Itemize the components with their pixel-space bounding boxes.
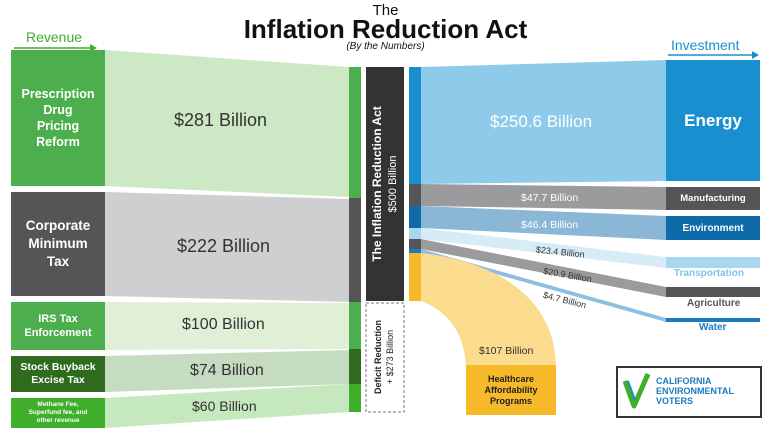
bar-stock bbox=[349, 349, 361, 384]
flow-corporate bbox=[105, 192, 349, 302]
dest-environment: Environment bbox=[666, 216, 760, 240]
amount-energy: $250.6 Billion bbox=[490, 112, 593, 131]
deficit-amount: + $273 Billion bbox=[385, 330, 395, 384]
flow-other bbox=[105, 384, 349, 428]
amount-other: $60 Billion bbox=[192, 398, 257, 414]
source-stock-label: Stock Buyback Excise Tax bbox=[20, 361, 96, 386]
flow-irs bbox=[105, 302, 349, 350]
amount-environment: $46.4 Billion bbox=[521, 219, 579, 231]
flow-energy bbox=[421, 60, 666, 184]
dest-healthcare: Healthcare Affordability Programs bbox=[466, 365, 556, 415]
bar-irs bbox=[349, 302, 361, 349]
dest-environment-label: Environment bbox=[682, 222, 744, 234]
amount-corporate: $222 Billion bbox=[177, 236, 271, 256]
bar-corporate bbox=[349, 198, 361, 302]
header-the: The bbox=[372, 2, 399, 19]
out-energy-bar bbox=[409, 67, 421, 184]
revenue-legend: Revenue bbox=[26, 29, 83, 45]
investment-legend: Investment bbox=[671, 37, 740, 53]
check-icon bbox=[622, 372, 651, 409]
dest-transportation-box bbox=[666, 257, 760, 268]
dest-energy-label: Energy bbox=[684, 110, 742, 130]
flow-stock bbox=[105, 350, 349, 392]
source-other-label: Methane Fee, Superfund fee, and other re… bbox=[28, 401, 88, 424]
logo-line3: VOTERS bbox=[656, 396, 694, 406]
out-environment-bar bbox=[409, 206, 421, 228]
out-transportation-bar bbox=[409, 228, 421, 239]
bar-prescription bbox=[349, 67, 361, 198]
out-healthcare-bar bbox=[409, 253, 421, 301]
flow-manufacturing bbox=[421, 184, 666, 210]
bar-other bbox=[349, 384, 361, 412]
out-manufacturing-bar bbox=[409, 184, 421, 206]
dest-water-box bbox=[666, 318, 760, 322]
amount-prescription: $281 Billion bbox=[174, 110, 268, 130]
page-subtitle: (By the Numbers) bbox=[346, 41, 425, 52]
dest-manufacturing-box bbox=[666, 187, 760, 210]
source-other: Methane Fee, Superfund fee, and other re… bbox=[11, 398, 105, 428]
source-prescription: Prescription Drug Pricing Reform bbox=[11, 50, 105, 186]
source-irs: IRS Tax Enforcement bbox=[11, 302, 105, 350]
deficit-label: Deficit Reduction bbox=[373, 320, 383, 394]
source-prescription-label: Prescription Drug Pricing Reform bbox=[21, 87, 95, 149]
dest-transportation-label: Transportation bbox=[674, 268, 745, 279]
amount-irs: $100 Billion bbox=[182, 316, 265, 333]
dest-water-label: Water bbox=[699, 322, 727, 333]
flow-transportation bbox=[421, 228, 666, 268]
flow-prescription bbox=[105, 50, 349, 197]
source-stock: Stock Buyback Excise Tax bbox=[11, 356, 105, 392]
flow-healthcare bbox=[421, 253, 556, 368]
dest-agriculture-box bbox=[666, 287, 760, 297]
check-icon-shadow bbox=[627, 380, 636, 401]
amount-manufacturing: $47.7 Billion bbox=[521, 192, 579, 204]
dest-agriculture-label: Agriculture bbox=[687, 298, 741, 309]
dest-manufacturing: Manufacturing bbox=[666, 187, 760, 210]
dest-healthcare-label: Healthcare Affordability Programs bbox=[484, 373, 538, 406]
logo-line2: ENVIRONMENTAL bbox=[656, 386, 734, 396]
dest-energy: Energy bbox=[666, 60, 760, 181]
source-corporate: Corporate Minimum Tax bbox=[11, 192, 105, 296]
investment-arrow-head bbox=[752, 51, 759, 59]
source-irs-label: IRS Tax Enforcement bbox=[24, 313, 92, 339]
out-agriculture-bar bbox=[409, 239, 421, 249]
act-label: The Inflation Reduction Act bbox=[370, 106, 384, 262]
amount-stock: $74 Billion bbox=[190, 362, 264, 379]
out-water-bar bbox=[409, 249, 421, 253]
act-amount: $500 Billion bbox=[387, 156, 399, 213]
page-title: Inflation Reduction Act bbox=[243, 14, 528, 44]
dest-manufacturing-label: Manufacturing bbox=[680, 193, 746, 204]
flow-agriculture bbox=[421, 239, 666, 297]
flow-water bbox=[421, 249, 666, 322]
deficit-box bbox=[365, 302, 405, 413]
act-bar bbox=[366, 67, 404, 301]
flow-environment bbox=[421, 206, 666, 240]
dest-environment-box bbox=[666, 216, 760, 240]
logo-line1: CALIFORNIA bbox=[656, 376, 712, 386]
amount-healthcare: $107 Billion bbox=[479, 345, 534, 357]
source-corporate-label: Corporate Minimum Tax bbox=[25, 218, 91, 269]
